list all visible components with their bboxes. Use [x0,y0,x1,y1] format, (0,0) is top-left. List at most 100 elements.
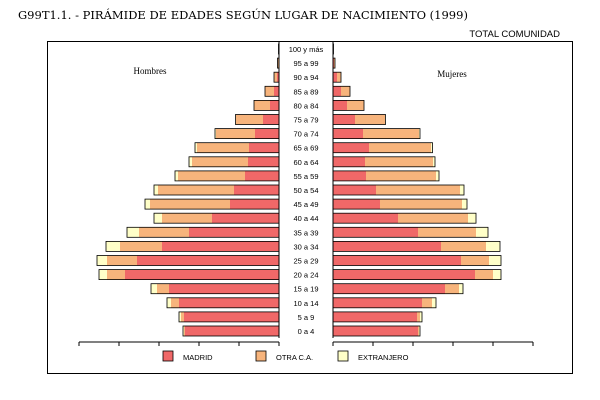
bar-men-extranjero [179,311,181,322]
bar-men-madrid [234,185,279,195]
legend-swatch [337,350,349,362]
age-label: 45 a 49 [293,200,318,209]
bar-women-otra-c-a- [347,100,364,111]
bar-women-otra-c-a- [369,142,431,153]
bar-women-otra-c-a- [445,283,459,294]
bar-men-extranjero [183,326,184,336]
bar-women-extranjero [436,170,439,181]
legend: MADRID OTRA C.A. EXTRANJERO [162,350,409,362]
bar-women-otra-c-a- [461,255,489,266]
bar-men-extranjero [189,156,192,167]
legend-label: OTRA C.A. [276,353,313,362]
bar-men-otra-c-a- [139,227,189,238]
legend-swatch [255,350,267,362]
bar-men-extranjero [154,185,158,195]
bar-women-madrid [333,142,369,153]
bars-group [96,43,502,337]
bar-men-otra-c-a- [107,255,137,266]
bar-men-otra-c-a- [274,72,277,83]
bar-men-madrid [277,72,279,83]
bar-women-otra-c-a- [376,185,460,195]
bar-men-madrid [270,100,279,111]
bar-women-otra-c-a- [417,311,420,322]
bar-women-madrid [333,297,422,308]
bar-men-otra-c-a- [197,142,249,153]
bar-men-madrid [230,199,279,210]
bar-women-extranjero [476,227,488,238]
legend-label: EXTRANJERO [358,353,409,362]
bar-women-madrid [333,100,347,111]
bar-women-madrid [333,283,445,294]
bar-women-extranjero [419,326,420,336]
bar-men-madrid [125,269,279,280]
bar-men-madrid [179,297,279,308]
bar-women-madrid [333,227,418,238]
bar-men-otra-c-a- [157,283,169,294]
bar-women-otra-c-a- [366,170,436,181]
age-label: 50 a 54 [293,186,318,195]
bar-men-extranjero [145,199,150,210]
bar-women-madrid [333,72,337,83]
bar-men-otra-c-a- [216,128,255,139]
bar-women-otra-c-a- [380,199,462,210]
chart-subtitle: TOTAL COMUNIDAD [469,29,560,40]
bar-men-madrid [169,283,279,294]
bar-men-extranjero [195,142,197,153]
bar-men-otra-c-a- [178,170,245,181]
chart-title: G99T1.1. - PIRÁMIDE DE EDADES SEGÚN LUGA… [18,8,468,22]
bar-women-extranjero [460,185,464,195]
bar-women-otra-c-a- [334,58,335,69]
bar-women-extranjero [420,311,422,322]
bar-men-madrid [263,114,279,125]
chart-frame [47,41,573,374]
bar-women-extranjero [459,283,463,294]
legend-swatch [162,350,174,362]
bar-men-extranjero [167,297,171,308]
bar-women-otra-c-a- [341,86,350,97]
bar-women-madrid [333,241,441,252]
bar-women-otra-c-a- [418,227,476,238]
bar-women-extranjero [462,199,467,210]
bar-men-extranjero [106,241,120,252]
bar-men-madrid [137,255,279,266]
age-label: 30 a 34 [293,242,318,251]
bar-women-extranjero [431,142,433,153]
bar-women-madrid [333,156,365,167]
bar-men-otra-c-a- [171,297,179,308]
bar-women-extranjero [433,156,435,167]
age-label: 15 a 19 [293,285,318,294]
age-labels-group: 0 a 4 5 a 9 10 a 14 15 a 19 20 a 24 25 a 29 30… [289,45,324,336]
bar-women-madrid [333,185,376,195]
bar-men-otra-c-a- [120,241,162,252]
bar-men-otra-c-a- [236,114,263,125]
bar-women-otra-c-a- [475,269,493,280]
bar-men-otra-c-a- [150,199,230,210]
bar-men-otra-c-a- [254,100,270,111]
bar-men-otra-c-a- [184,326,185,336]
age-label: 25 a 29 [293,257,318,266]
age-label: 0 a 4 [298,327,315,336]
age-label: 95 a 99 [293,59,318,68]
bar-women-otra-c-a- [422,297,432,308]
bar-men-otra-c-a- [192,156,248,167]
bar-men-madrid [189,227,279,238]
age-label: 20 a 24 [293,271,318,280]
age-label: 85 a 89 [293,87,318,96]
age-label: 90 a 94 [293,73,318,82]
bar-women-otra-c-a- [355,114,385,125]
age-label: 80 a 84 [293,101,318,110]
bar-men-madrid [212,213,279,224]
bar-women-extranjero [432,297,436,308]
bar-women-madrid [333,170,366,181]
age-label: 55 a 59 [293,172,318,181]
axes-group [78,42,534,346]
bar-men-extranjero [97,255,107,266]
bar-men-extranjero [99,269,107,280]
bar-women-extranjero [493,269,501,280]
age-label: 75 a 79 [293,116,318,125]
bar-women-otra-c-a- [441,241,486,252]
bar-men-otra-c-a- [162,213,212,224]
bar-women-otra-c-a- [365,156,433,167]
legend-label: MADRID [183,353,213,362]
